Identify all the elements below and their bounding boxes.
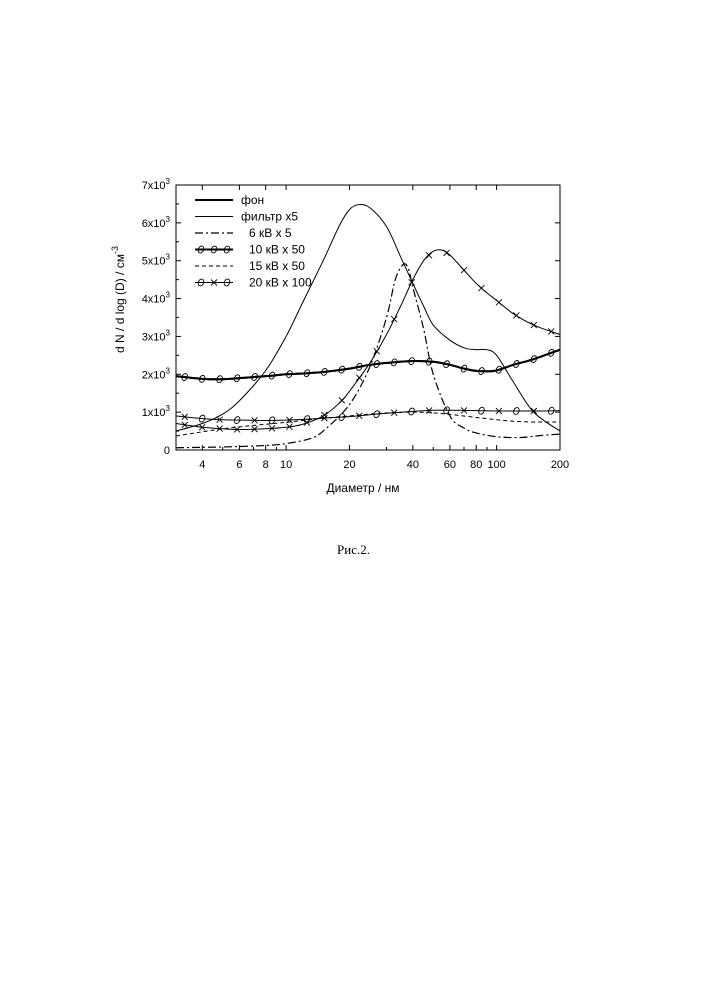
x-tick-label: 200 bbox=[551, 459, 569, 471]
series-5 bbox=[176, 412, 560, 436]
x-axis-label: Диаметр / нм bbox=[326, 481, 399, 495]
series-6 bbox=[176, 406, 560, 425]
marker-x bbox=[444, 250, 450, 256]
marker-x bbox=[356, 375, 362, 381]
series-line bbox=[176, 412, 560, 436]
y-tick-label: 6x103 bbox=[142, 215, 171, 230]
series-line bbox=[176, 205, 560, 432]
series-line bbox=[176, 250, 560, 430]
y-axis-label: d N / d log (D) / см-3 bbox=[110, 246, 127, 353]
marker-x bbox=[496, 299, 502, 305]
legend-label: фильтр x5 bbox=[241, 210, 298, 224]
x-tick-label: 10 bbox=[280, 459, 292, 471]
legend-label: фон bbox=[241, 193, 264, 207]
y-tick-label: 3x103 bbox=[142, 328, 171, 343]
y-tick-label: 5x103 bbox=[142, 253, 171, 268]
marker-x bbox=[531, 322, 537, 328]
legend-label: 15 кВ x 50 bbox=[249, 259, 305, 273]
x-tick-label: 20 bbox=[343, 459, 355, 471]
marker-x bbox=[478, 285, 484, 291]
marker-x bbox=[513, 312, 519, 318]
legend-label: 6 кВ x 5 bbox=[249, 226, 292, 240]
plot-frame bbox=[176, 185, 560, 450]
marker-x bbox=[461, 267, 467, 273]
x-tick-label: 6 bbox=[236, 459, 242, 471]
legend-label: 20 кВ x 100 bbox=[249, 276, 312, 290]
figure-caption: Рис.2. bbox=[0, 542, 707, 558]
x-tick-label: 8 bbox=[263, 459, 269, 471]
series-line bbox=[176, 410, 560, 420]
y-tick-label: 0 bbox=[164, 445, 170, 457]
x-tick-label: 80 bbox=[470, 459, 482, 471]
y-tick-label: 2x103 bbox=[142, 366, 171, 381]
y-tick-label: 7x103 bbox=[142, 177, 171, 192]
x-tick-label: 4 bbox=[199, 459, 205, 471]
x-tick-label: 100 bbox=[487, 459, 505, 471]
x-tick-label: 60 bbox=[444, 459, 456, 471]
y-tick-label: 4x103 bbox=[142, 291, 171, 306]
marker-x bbox=[374, 348, 380, 354]
marker-x bbox=[339, 397, 345, 403]
marker-x bbox=[426, 252, 432, 258]
series-7 bbox=[176, 250, 560, 433]
y-tick-label: 1x103 bbox=[142, 404, 171, 419]
marker-x bbox=[321, 412, 327, 418]
x-tick-label: 40 bbox=[407, 459, 419, 471]
marker-x bbox=[548, 328, 554, 334]
marker-x bbox=[391, 316, 397, 322]
legend-label: 10 кВ x 50 bbox=[249, 243, 305, 257]
series-2 bbox=[176, 205, 560, 432]
